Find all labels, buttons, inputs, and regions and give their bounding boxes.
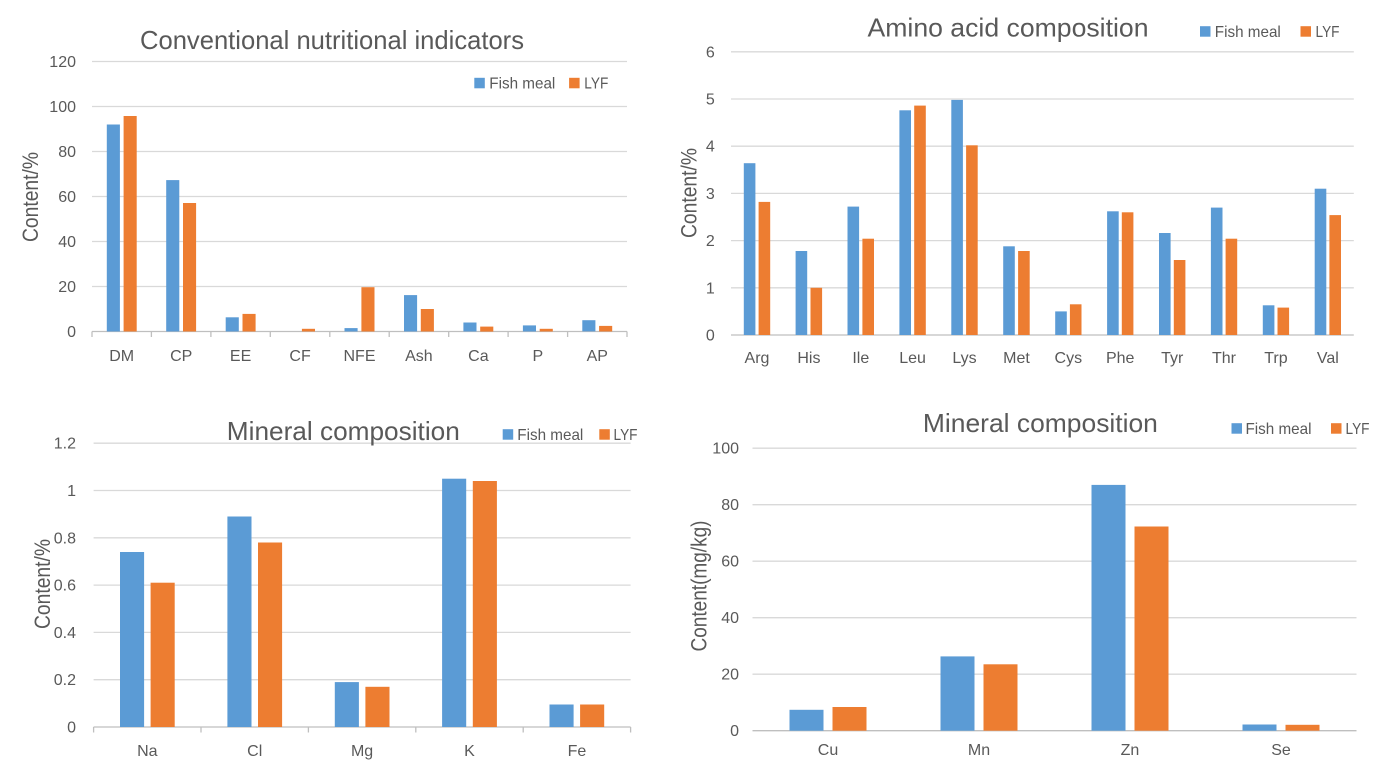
svg-text:Cys: Cys bbox=[1055, 350, 1083, 367]
svg-text:120: 120 bbox=[49, 54, 76, 71]
svg-text:0: 0 bbox=[706, 328, 715, 345]
svg-text:Ash: Ash bbox=[405, 348, 433, 365]
svg-text:Zn: Zn bbox=[1121, 742, 1140, 759]
svg-text:Leu: Leu bbox=[899, 350, 926, 367]
svg-text:NFE: NFE bbox=[344, 348, 376, 365]
svg-text:Amino acid composition: Amino acid composition bbox=[868, 13, 1149, 43]
svg-text:LYF: LYF bbox=[1316, 24, 1340, 41]
svg-text:Met: Met bbox=[1003, 350, 1030, 367]
svg-text:LYF: LYF bbox=[1346, 421, 1370, 438]
svg-text:P: P bbox=[532, 348, 543, 365]
svg-text:Arg: Arg bbox=[745, 350, 770, 367]
svg-text:40: 40 bbox=[58, 234, 76, 251]
svg-text:0.6: 0.6 bbox=[54, 578, 76, 595]
svg-text:6: 6 bbox=[706, 44, 715, 61]
svg-text:Na: Na bbox=[137, 743, 158, 760]
svg-text:Lys: Lys bbox=[952, 350, 976, 367]
svg-text:1: 1 bbox=[706, 280, 715, 297]
svg-text:Se: Se bbox=[1271, 742, 1291, 759]
svg-text:3: 3 bbox=[706, 186, 715, 203]
svg-text:CF: CF bbox=[289, 348, 311, 365]
svg-text:Trp: Trp bbox=[1264, 350, 1288, 367]
svg-text:5: 5 bbox=[706, 92, 715, 109]
svg-text:Mg: Mg bbox=[351, 743, 373, 760]
svg-text:Ca: Ca bbox=[468, 348, 489, 365]
svg-text:Cl: Cl bbox=[247, 743, 262, 760]
svg-text:Val: Val bbox=[1317, 350, 1339, 367]
svg-text:1.2: 1.2 bbox=[54, 436, 76, 453]
svg-text:20: 20 bbox=[58, 279, 76, 296]
svg-text:Ile: Ile bbox=[852, 350, 869, 367]
svg-text:Content/%: Content/% bbox=[18, 152, 43, 242]
svg-text:0.8: 0.8 bbox=[54, 530, 76, 547]
svg-text:EE: EE bbox=[230, 348, 251, 365]
svg-text:60: 60 bbox=[58, 189, 76, 206]
svg-text:Fish meal: Fish meal bbox=[489, 76, 555, 93]
svg-text:2: 2 bbox=[706, 233, 715, 250]
svg-text:Thr: Thr bbox=[1212, 350, 1237, 367]
svg-text:Conventional nutritional indic: Conventional nutritional indicators bbox=[140, 25, 524, 55]
svg-text:K: K bbox=[464, 743, 475, 760]
svg-text:AP: AP bbox=[587, 348, 608, 365]
svg-text:Content/%: Content/% bbox=[677, 148, 702, 238]
svg-text:0: 0 bbox=[67, 720, 76, 737]
svg-text:Mineral composition: Mineral composition bbox=[227, 416, 460, 446]
svg-text:60: 60 bbox=[721, 554, 739, 571]
svg-text:DM: DM bbox=[109, 348, 134, 365]
svg-text:LYF: LYF bbox=[614, 427, 638, 444]
svg-text:Fish meal: Fish meal bbox=[1215, 24, 1281, 41]
svg-text:40: 40 bbox=[721, 610, 739, 627]
svg-text:LYF: LYF bbox=[584, 76, 608, 93]
svg-text:Tyr: Tyr bbox=[1161, 350, 1184, 367]
svg-text:0.2: 0.2 bbox=[54, 672, 76, 689]
svg-text:4: 4 bbox=[706, 139, 715, 156]
svg-text:Mineral composition: Mineral composition bbox=[923, 408, 1158, 438]
svg-text:100: 100 bbox=[712, 441, 739, 458]
svg-text:Cu: Cu bbox=[818, 742, 838, 759]
svg-text:CP: CP bbox=[170, 348, 192, 365]
svg-text:1: 1 bbox=[67, 483, 76, 500]
svg-text:Content(mg/kg): Content(mg/kg) bbox=[687, 521, 712, 652]
svg-text:20: 20 bbox=[721, 667, 739, 684]
svg-text:His: His bbox=[797, 350, 820, 367]
svg-text:80: 80 bbox=[58, 144, 76, 161]
svg-text:80: 80 bbox=[721, 497, 739, 514]
svg-text:Fe: Fe bbox=[568, 743, 587, 760]
svg-text:Mn: Mn bbox=[968, 742, 990, 759]
svg-text:Phe: Phe bbox=[1106, 350, 1135, 367]
svg-text:0: 0 bbox=[730, 723, 739, 740]
svg-text:0.4: 0.4 bbox=[54, 625, 76, 642]
svg-text:100: 100 bbox=[49, 99, 76, 116]
svg-text:0: 0 bbox=[67, 324, 76, 341]
svg-text:Content/%: Content/% bbox=[30, 539, 55, 629]
svg-text:Fish meal: Fish meal bbox=[517, 427, 583, 444]
svg-text:Fish meal: Fish meal bbox=[1246, 421, 1312, 438]
